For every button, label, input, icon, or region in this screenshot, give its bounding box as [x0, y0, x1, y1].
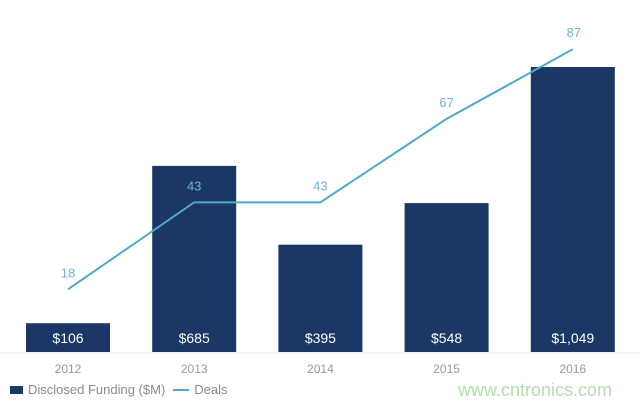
deals-line [67, 48, 574, 291]
bar-2015 [404, 203, 489, 352]
legend-line-swatch [173, 388, 190, 391]
bar-label-2012: $106 [52, 330, 83, 346]
x-tick-2013: 2013 [181, 362, 208, 376]
deals-label-2012: 18 [61, 265, 75, 280]
watermark: www.cntronics.com [458, 380, 613, 400]
bar-label-2015: $548 [431, 330, 462, 346]
legend-bar-swatch [10, 385, 23, 394]
bar-2014 [278, 244, 363, 352]
deals-label-2016: 87 [567, 25, 581, 40]
x-tick-2015: 2015 [433, 362, 460, 376]
x-tick-2016: 2016 [559, 362, 586, 376]
deals-label-2015: 67 [439, 95, 453, 110]
bar-2016 [530, 66, 615, 353]
deals-label-2013: 43 [187, 178, 201, 193]
bar-2012 [26, 323, 110, 352]
legend: Disclosed Funding ($M) Deals [10, 382, 228, 397]
bar-label-2016: $1,049 [551, 330, 594, 346]
bar-label-2013: $685 [179, 330, 210, 346]
x-tick-2014: 2014 [307, 362, 334, 376]
bar-2013 [152, 165, 237, 352]
deals-label-2014: 43 [313, 178, 327, 193]
legend-deals: Deals [194, 382, 228, 397]
bar-label-2014: $395 [305, 330, 336, 346]
x-tick-2012: 2012 [55, 362, 82, 376]
legend-funding: Disclosed Funding ($M) [28, 382, 166, 397]
